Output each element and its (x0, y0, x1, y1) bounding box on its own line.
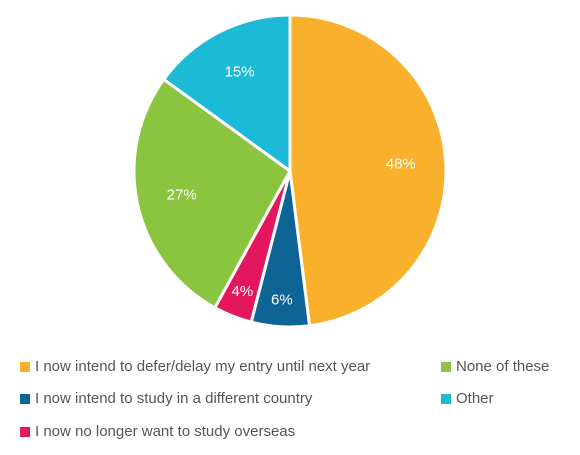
legend-label-none-of-these: None of these (456, 358, 550, 375)
pie-slice-none-of-these (132, 77, 292, 310)
legend-swatch-different-country (20, 393, 30, 404)
legend-swatch-none-of-these (441, 361, 451, 372)
legend-label-other: Other (456, 390, 494, 407)
pie-slices (132, 13, 448, 329)
pie-slice-defer (288, 13, 448, 328)
legend-label-different-country: I now intend to study in a different cou… (35, 390, 313, 407)
legend-swatch-defer (20, 361, 30, 372)
legend-swatch-no-longer (20, 426, 30, 437)
legend-swatch-other (441, 393, 451, 404)
legend-label-defer: I now intend to defer/delay my entry unt… (35, 358, 371, 375)
pie-labels: 48% 6% 4% 27% 15% (167, 64, 416, 309)
pie-label-none-of-these: 27% (167, 187, 197, 204)
legend-item-defer: I now intend to defer/delay my entry unt… (20, 358, 370, 375)
legend-item-different-country: I now intend to study in a different cou… (20, 390, 312, 407)
legend-item-other: Other (441, 390, 494, 407)
pie-label-no-longer: 4% (231, 283, 253, 300)
legend-item-none-of-these: None of these (441, 358, 549, 375)
legend-label-no-longer: I now no longer want to study overseas (35, 423, 296, 440)
pie-label-defer: 48% (386, 156, 416, 173)
pie-label-different-country: 6% (271, 292, 293, 309)
legend-item-no-longer: I now no longer want to study overseas (20, 423, 295, 440)
pie-slice-other (162, 13, 292, 173)
pie-label-other: 15% (225, 64, 255, 81)
